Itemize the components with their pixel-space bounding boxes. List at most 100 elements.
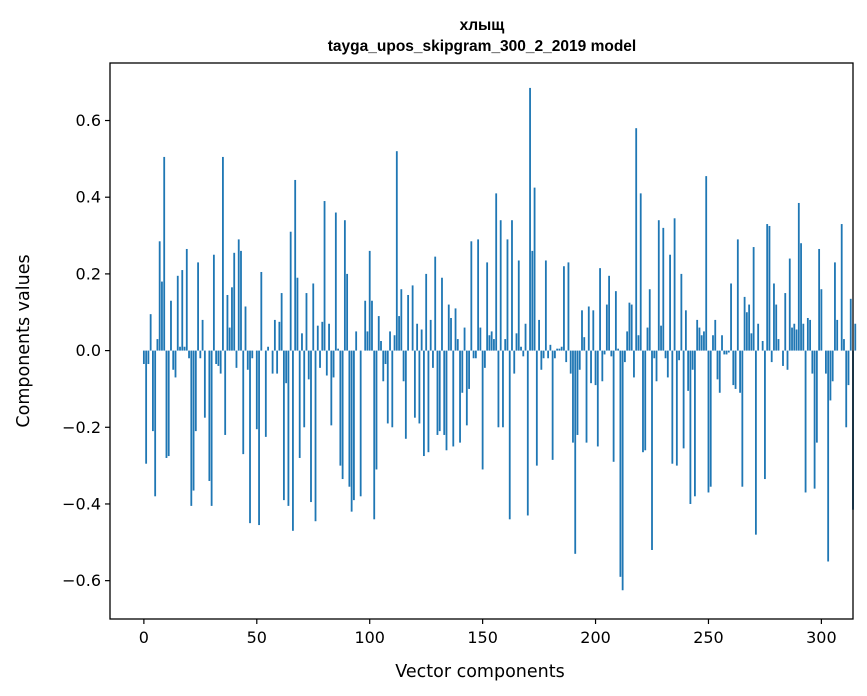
bar-component-8	[161, 281, 163, 351]
bar-component-121	[416, 323, 419, 351]
bar-component-280	[775, 304, 778, 351]
bar-component-266	[743, 296, 746, 351]
bar-component-158	[499, 220, 502, 351]
bar-component-103	[375, 350, 378, 470]
bar-component-6	[156, 339, 159, 351]
bar-component-260	[730, 283, 732, 351]
bar-component-161	[506, 239, 509, 351]
bar-component-91	[348, 350, 351, 487]
bar-component-14	[174, 350, 177, 378]
bar-component-293	[804, 350, 807, 493]
x-tick-label: 250	[693, 628, 724, 647]
bar-component-296	[811, 350, 814, 374]
bar-component-166	[517, 260, 520, 351]
bar-component-64	[287, 350, 290, 506]
chart-title-word: хлыщ	[460, 17, 505, 34]
bar-component-167	[520, 346, 522, 351]
bar-component-122	[418, 350, 421, 424]
bar-component-9	[163, 156, 166, 351]
bar-component-300	[820, 289, 823, 351]
bar-component-13	[172, 350, 175, 370]
bar-component-110	[391, 350, 394, 428]
bar-component-209	[614, 291, 617, 351]
bar-component-236	[675, 350, 678, 466]
bar-component-18	[183, 346, 186, 351]
bar-component-144	[468, 350, 470, 389]
bar-component-107	[384, 350, 387, 365]
bar-component-312	[847, 350, 850, 386]
bar-component-33	[217, 350, 220, 366]
bar-component-265	[741, 350, 744, 487]
bar-component-263	[736, 239, 739, 351]
bar-component-10	[165, 350, 168, 458]
bar-component-128	[432, 350, 434, 368]
bar-component-72	[305, 293, 308, 351]
bar-component-195	[583, 337, 586, 351]
bar-component-262	[734, 350, 737, 389]
bar-component-210	[617, 348, 620, 351]
bar-component-186	[563, 266, 565, 351]
bar-component-96	[359, 350, 362, 497]
bar-component-134	[445, 350, 448, 451]
bar-component-38	[228, 327, 231, 351]
bar-component-190	[572, 350, 574, 443]
bar-component-218	[635, 128, 638, 351]
bar-component-267	[745, 312, 748, 351]
bar-component-199	[592, 310, 595, 351]
bar-component-92	[350, 350, 353, 512]
bar-component-101	[371, 300, 373, 351]
bar-component-205	[605, 304, 608, 351]
bar-component-164	[513, 350, 516, 374]
bar-component-0	[142, 350, 145, 365]
bar-component-243	[691, 350, 694, 370]
bar-component-89	[343, 220, 346, 351]
bar-component-108	[386, 350, 389, 424]
bar-component-295	[809, 319, 811, 351]
bar-component-90	[346, 273, 349, 351]
y-tick-label: −0.6	[62, 571, 101, 590]
bar-component-124	[423, 350, 425, 457]
bar-component-274	[761, 341, 764, 351]
bar-component-69	[298, 350, 301, 458]
x-tick-label: 150	[467, 628, 498, 647]
bar-component-197	[587, 306, 590, 351]
bar-component-31	[212, 254, 215, 351]
bar-component-264	[739, 350, 741, 393]
bar-component-315	[854, 323, 857, 351]
bar-component-125	[425, 273, 428, 351]
bar-component-115	[402, 350, 405, 382]
bar-component-306	[834, 262, 836, 351]
bar-component-114	[400, 289, 403, 351]
bar-component-288	[793, 323, 796, 351]
bar-component-184	[558, 348, 561, 351]
bar-component-233	[669, 254, 671, 351]
bar-component-29	[208, 350, 211, 481]
bar-component-188	[567, 262, 570, 351]
bar-component-254	[716, 350, 719, 380]
bar-component-136	[450, 317, 452, 351]
bar-component-217	[633, 350, 635, 378]
bar-component-70	[301, 333, 303, 351]
x-tick-label: 50	[247, 628, 267, 647]
bar-component-172	[531, 250, 534, 351]
bar-component-1	[145, 350, 148, 464]
bar-component-239	[682, 350, 685, 449]
bar-component-37	[226, 294, 229, 351]
bar-component-51	[258, 350, 260, 526]
bar-component-26	[201, 319, 204, 351]
bar-component-310	[843, 339, 845, 351]
bar-component-19	[185, 248, 188, 351]
bar-component-214	[626, 331, 629, 351]
bar-component-109	[389, 331, 391, 351]
bar-component-141	[461, 350, 464, 393]
bar-component-313	[849, 298, 852, 351]
bar-component-150	[481, 350, 484, 470]
bar-component-212	[621, 350, 624, 591]
bar-component-174	[535, 350, 538, 466]
bar-component-206	[608, 275, 610, 351]
bar-component-123	[420, 329, 423, 351]
bar-component-140	[459, 350, 461, 443]
bar-component-176	[540, 350, 543, 370]
bar-component-291	[800, 243, 802, 351]
bar-component-39	[231, 287, 233, 351]
